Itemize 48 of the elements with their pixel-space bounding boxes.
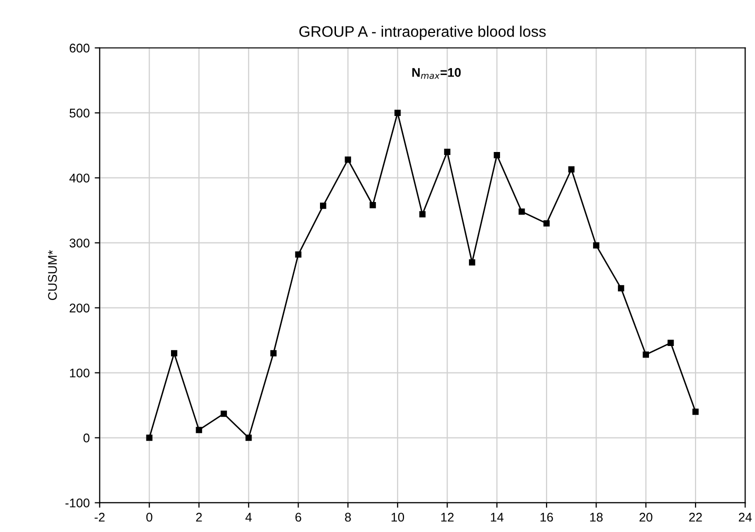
y-tick-label: 200 <box>70 304 90 312</box>
x-tick-label: 2 <box>196 512 202 522</box>
x-tick-label: 12 <box>441 512 454 522</box>
y-tick-label: -100 <box>65 498 90 508</box>
point <box>370 202 376 208</box>
point <box>220 410 227 417</box>
x-tick-label: 0 <box>146 512 152 522</box>
x-tick-label: 16 <box>540 512 553 522</box>
y-tick-label: 300 <box>70 238 90 248</box>
y-tick-label: 100 <box>70 368 90 378</box>
point <box>494 152 500 158</box>
y-axis-title: CUSUM* <box>48 250 57 300</box>
x-tick-label: 20 <box>640 512 652 522</box>
x-tick-label: 22 <box>689 512 702 522</box>
point <box>394 110 401 116</box>
y-tick-label: 0 <box>83 434 90 442</box>
point <box>444 148 450 155</box>
point <box>295 251 302 258</box>
point <box>668 340 674 346</box>
x-tick-label: 10 <box>392 512 404 522</box>
point <box>171 350 178 356</box>
x-tick-label: 18 <box>590 512 603 522</box>
chart-title: GROUP A - intraoperative blood loss <box>299 26 546 40</box>
annotation: N$_{max}$=10 <box>412 68 461 79</box>
point <box>618 285 624 292</box>
point <box>543 220 550 226</box>
point <box>146 434 152 441</box>
y-tick-label: 400 <box>69 174 90 182</box>
point <box>518 208 525 215</box>
x-tick-label: 6 <box>295 512 302 522</box>
point <box>344 156 352 163</box>
point <box>419 211 426 218</box>
x-tick-label: 8 <box>345 512 351 522</box>
x-tick-label: 4 <box>245 512 252 522</box>
x-tick-label: 14 <box>490 512 504 522</box>
y-tick-label: 500 <box>70 108 90 118</box>
y-tick-label: 600 <box>70 44 90 53</box>
x-tick-label: -2 <box>94 512 105 522</box>
point <box>468 259 476 266</box>
point <box>270 350 277 356</box>
x-tick-label: 24 <box>738 512 752 522</box>
point <box>568 166 575 173</box>
point <box>196 426 202 434</box>
point <box>642 351 649 358</box>
point <box>246 434 252 441</box>
point <box>593 242 600 249</box>
point <box>692 408 699 415</box>
point <box>320 202 326 209</box>
